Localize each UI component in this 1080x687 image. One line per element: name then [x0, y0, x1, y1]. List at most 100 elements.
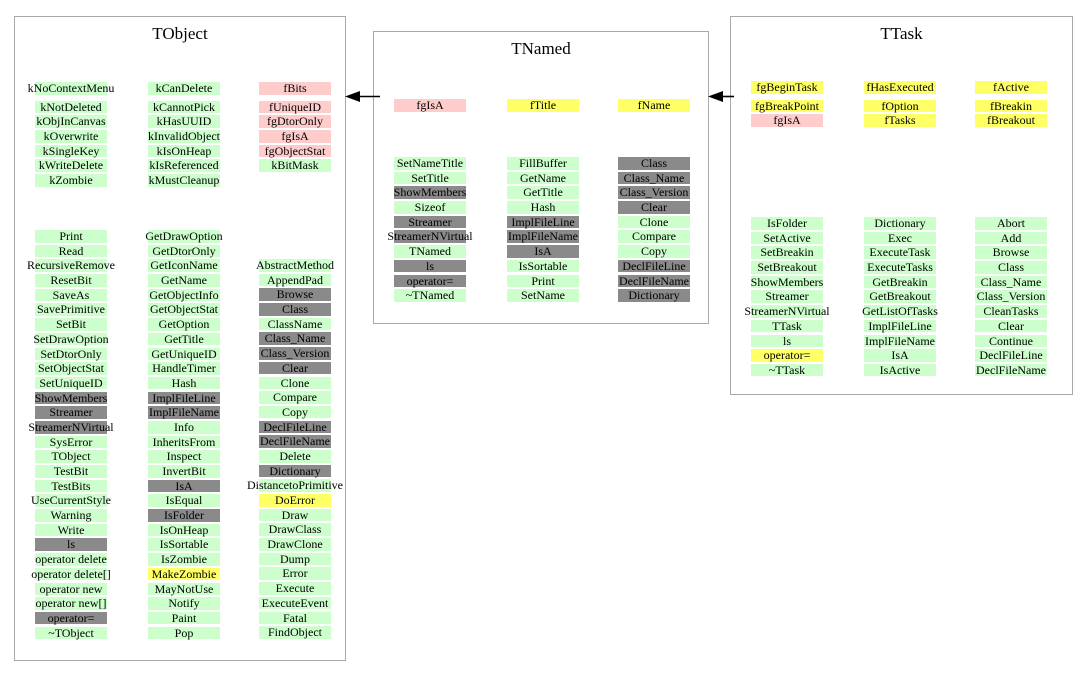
method-cell[interactable]: Add — [941, 231, 1080, 246]
member-cell[interactable]: kCannotPick — [114, 100, 254, 115]
method-cell[interactable]: MakeZombie — [114, 567, 254, 582]
method-cell[interactable]: StreamerNVirtual — [1, 420, 141, 435]
method-cell[interactable]: InvertBit — [114, 464, 254, 479]
method-cell[interactable]: DistancetoPrimitive — [225, 478, 365, 493]
member-cell[interactable]: fgBeginTask — [717, 80, 857, 95]
method-cell[interactable]: Copy — [584, 244, 724, 259]
method-cell[interactable]: GetTitle — [473, 185, 613, 200]
method-cell[interactable]: Execute — [225, 581, 365, 596]
member-cell[interactable]: fgObjectStat — [225, 144, 365, 159]
method-cell[interactable]: UseCurrentStyle — [1, 493, 141, 508]
method-cell[interactable]: Browse — [225, 287, 365, 302]
method-cell[interactable]: SetBit — [1, 317, 141, 332]
method-cell[interactable]: DoError — [225, 493, 365, 508]
method-cell[interactable]: GetOption — [114, 317, 254, 332]
method-cell[interactable]: TNamed — [360, 244, 500, 259]
member-cell[interactable]: kIsOnHeap — [114, 144, 254, 159]
member-cell[interactable]: fBreakin — [941, 99, 1080, 114]
method-cell[interactable]: Class_Version — [584, 185, 724, 200]
method-cell[interactable]: Print — [473, 274, 613, 289]
member-cell[interactable]: fName — [584, 98, 724, 113]
method-cell[interactable]: Info — [114, 420, 254, 435]
member-cell[interactable]: kSingleKey — [1, 144, 141, 159]
method-cell[interactable]: DeclFileLine — [941, 348, 1080, 363]
method-cell[interactable]: AbstractMethod — [225, 258, 365, 273]
method-cell[interactable]: Compare — [225, 390, 365, 405]
method-cell[interactable]: Draw — [225, 508, 365, 523]
method-cell[interactable]: Class — [225, 302, 365, 317]
method-cell[interactable]: ShowMembers — [1, 391, 141, 406]
method-cell[interactable]: operator new[] — [1, 596, 141, 611]
method-cell[interactable]: ~TTask — [717, 363, 857, 378]
member-cell[interactable]: kCanDelete — [114, 81, 254, 96]
method-cell[interactable]: SysError — [1, 435, 141, 450]
member-cell[interactable]: kObjInCanvas — [1, 114, 141, 129]
method-cell[interactable]: Exec — [830, 231, 970, 246]
method-cell[interactable]: SetUniqueID — [1, 376, 141, 391]
method-cell[interactable]: IsA — [473, 244, 613, 259]
method-cell[interactable]: GetName — [114, 273, 254, 288]
method-cell[interactable]: ImplFileName — [114, 405, 254, 420]
method-cell[interactable]: ~TNamed — [360, 288, 500, 303]
method-cell[interactable]: Class_Name — [584, 171, 724, 186]
method-cell[interactable]: Sizeof — [360, 200, 500, 215]
method-cell[interactable]: Inspect — [114, 449, 254, 464]
method-cell[interactable]: ImplFileName — [830, 334, 970, 349]
method-cell[interactable]: IsFolder — [717, 216, 857, 231]
method-cell[interactable]: GetUniqueID — [114, 347, 254, 362]
method-cell[interactable]: Notify — [114, 596, 254, 611]
method-cell[interactable]: GetName — [473, 171, 613, 186]
method-cell[interactable]: Clone — [225, 376, 365, 391]
member-cell[interactable]: fTitle — [473, 98, 613, 113]
member-cell[interactable]: fBreakout — [941, 113, 1080, 128]
method-cell[interactable]: GetObjectInfo — [114, 288, 254, 303]
method-cell[interactable]: ExecuteTasks — [830, 260, 970, 275]
method-cell[interactable]: IsA — [830, 348, 970, 363]
method-cell[interactable]: Class_Version — [941, 289, 1080, 304]
method-cell[interactable]: SetBreakout — [717, 260, 857, 275]
method-cell[interactable]: ls — [1, 537, 141, 552]
method-cell[interactable]: SavePrimitive — [1, 302, 141, 317]
member-cell[interactable]: fgIsA — [360, 98, 500, 113]
method-cell[interactable]: GetDrawOption — [114, 229, 254, 244]
method-cell[interactable]: AppendPad — [225, 273, 365, 288]
method-cell[interactable]: Streamer — [360, 215, 500, 230]
method-cell[interactable]: DeclFileName — [225, 434, 365, 449]
method-cell[interactable]: Dump — [225, 552, 365, 567]
method-cell[interactable]: IsEqual — [114, 493, 254, 508]
method-cell[interactable]: RecursiveRemove — [1, 258, 141, 273]
method-cell[interactable]: Print — [1, 229, 141, 244]
method-cell[interactable]: ResetBit — [1, 273, 141, 288]
member-cell[interactable]: fgIsA — [225, 129, 365, 144]
method-cell[interactable]: GetBreakout — [830, 289, 970, 304]
member-cell[interactable]: fTasks — [830, 113, 970, 128]
method-cell[interactable]: StreamerNVirtual — [360, 229, 500, 244]
method-cell[interactable]: Dictionary — [584, 288, 724, 303]
method-cell[interactable]: Class — [584, 156, 724, 171]
method-cell[interactable]: Clone — [584, 215, 724, 230]
method-cell[interactable]: SaveAs — [1, 288, 141, 303]
method-cell[interactable]: StreamerNVirtual — [717, 304, 857, 319]
method-cell[interactable]: DrawClass — [225, 522, 365, 537]
method-cell[interactable]: SetBreakin — [717, 245, 857, 260]
member-cell[interactable]: kZombie — [1, 173, 141, 188]
method-cell[interactable]: Class_Version — [225, 346, 365, 361]
method-cell[interactable]: Class_Name — [941, 275, 1080, 290]
method-cell[interactable]: Compare — [584, 229, 724, 244]
method-cell[interactable]: IsSortable — [114, 537, 254, 552]
method-cell[interactable]: Clear — [225, 361, 365, 376]
method-cell[interactable]: operator delete[] — [1, 567, 141, 582]
method-cell[interactable]: Copy — [225, 405, 365, 420]
method-cell[interactable]: Abort — [941, 216, 1080, 231]
member-cell[interactable]: fgBreakPoint — [717, 99, 857, 114]
method-cell[interactable]: Read — [1, 244, 141, 259]
method-cell[interactable]: IsZombie — [114, 552, 254, 567]
method-cell[interactable]: GetListOfTasks — [830, 304, 970, 319]
method-cell[interactable]: DeclFileLine — [584, 259, 724, 274]
member-cell[interactable]: kHasUUID — [114, 114, 254, 129]
method-cell[interactable]: SetDtorOnly — [1, 347, 141, 362]
method-cell[interactable]: IsOnHeap — [114, 523, 254, 538]
method-cell[interactable]: Fatal — [225, 611, 365, 626]
method-cell[interactable]: DeclFileLine — [225, 420, 365, 435]
method-cell[interactable]: IsActive — [830, 363, 970, 378]
